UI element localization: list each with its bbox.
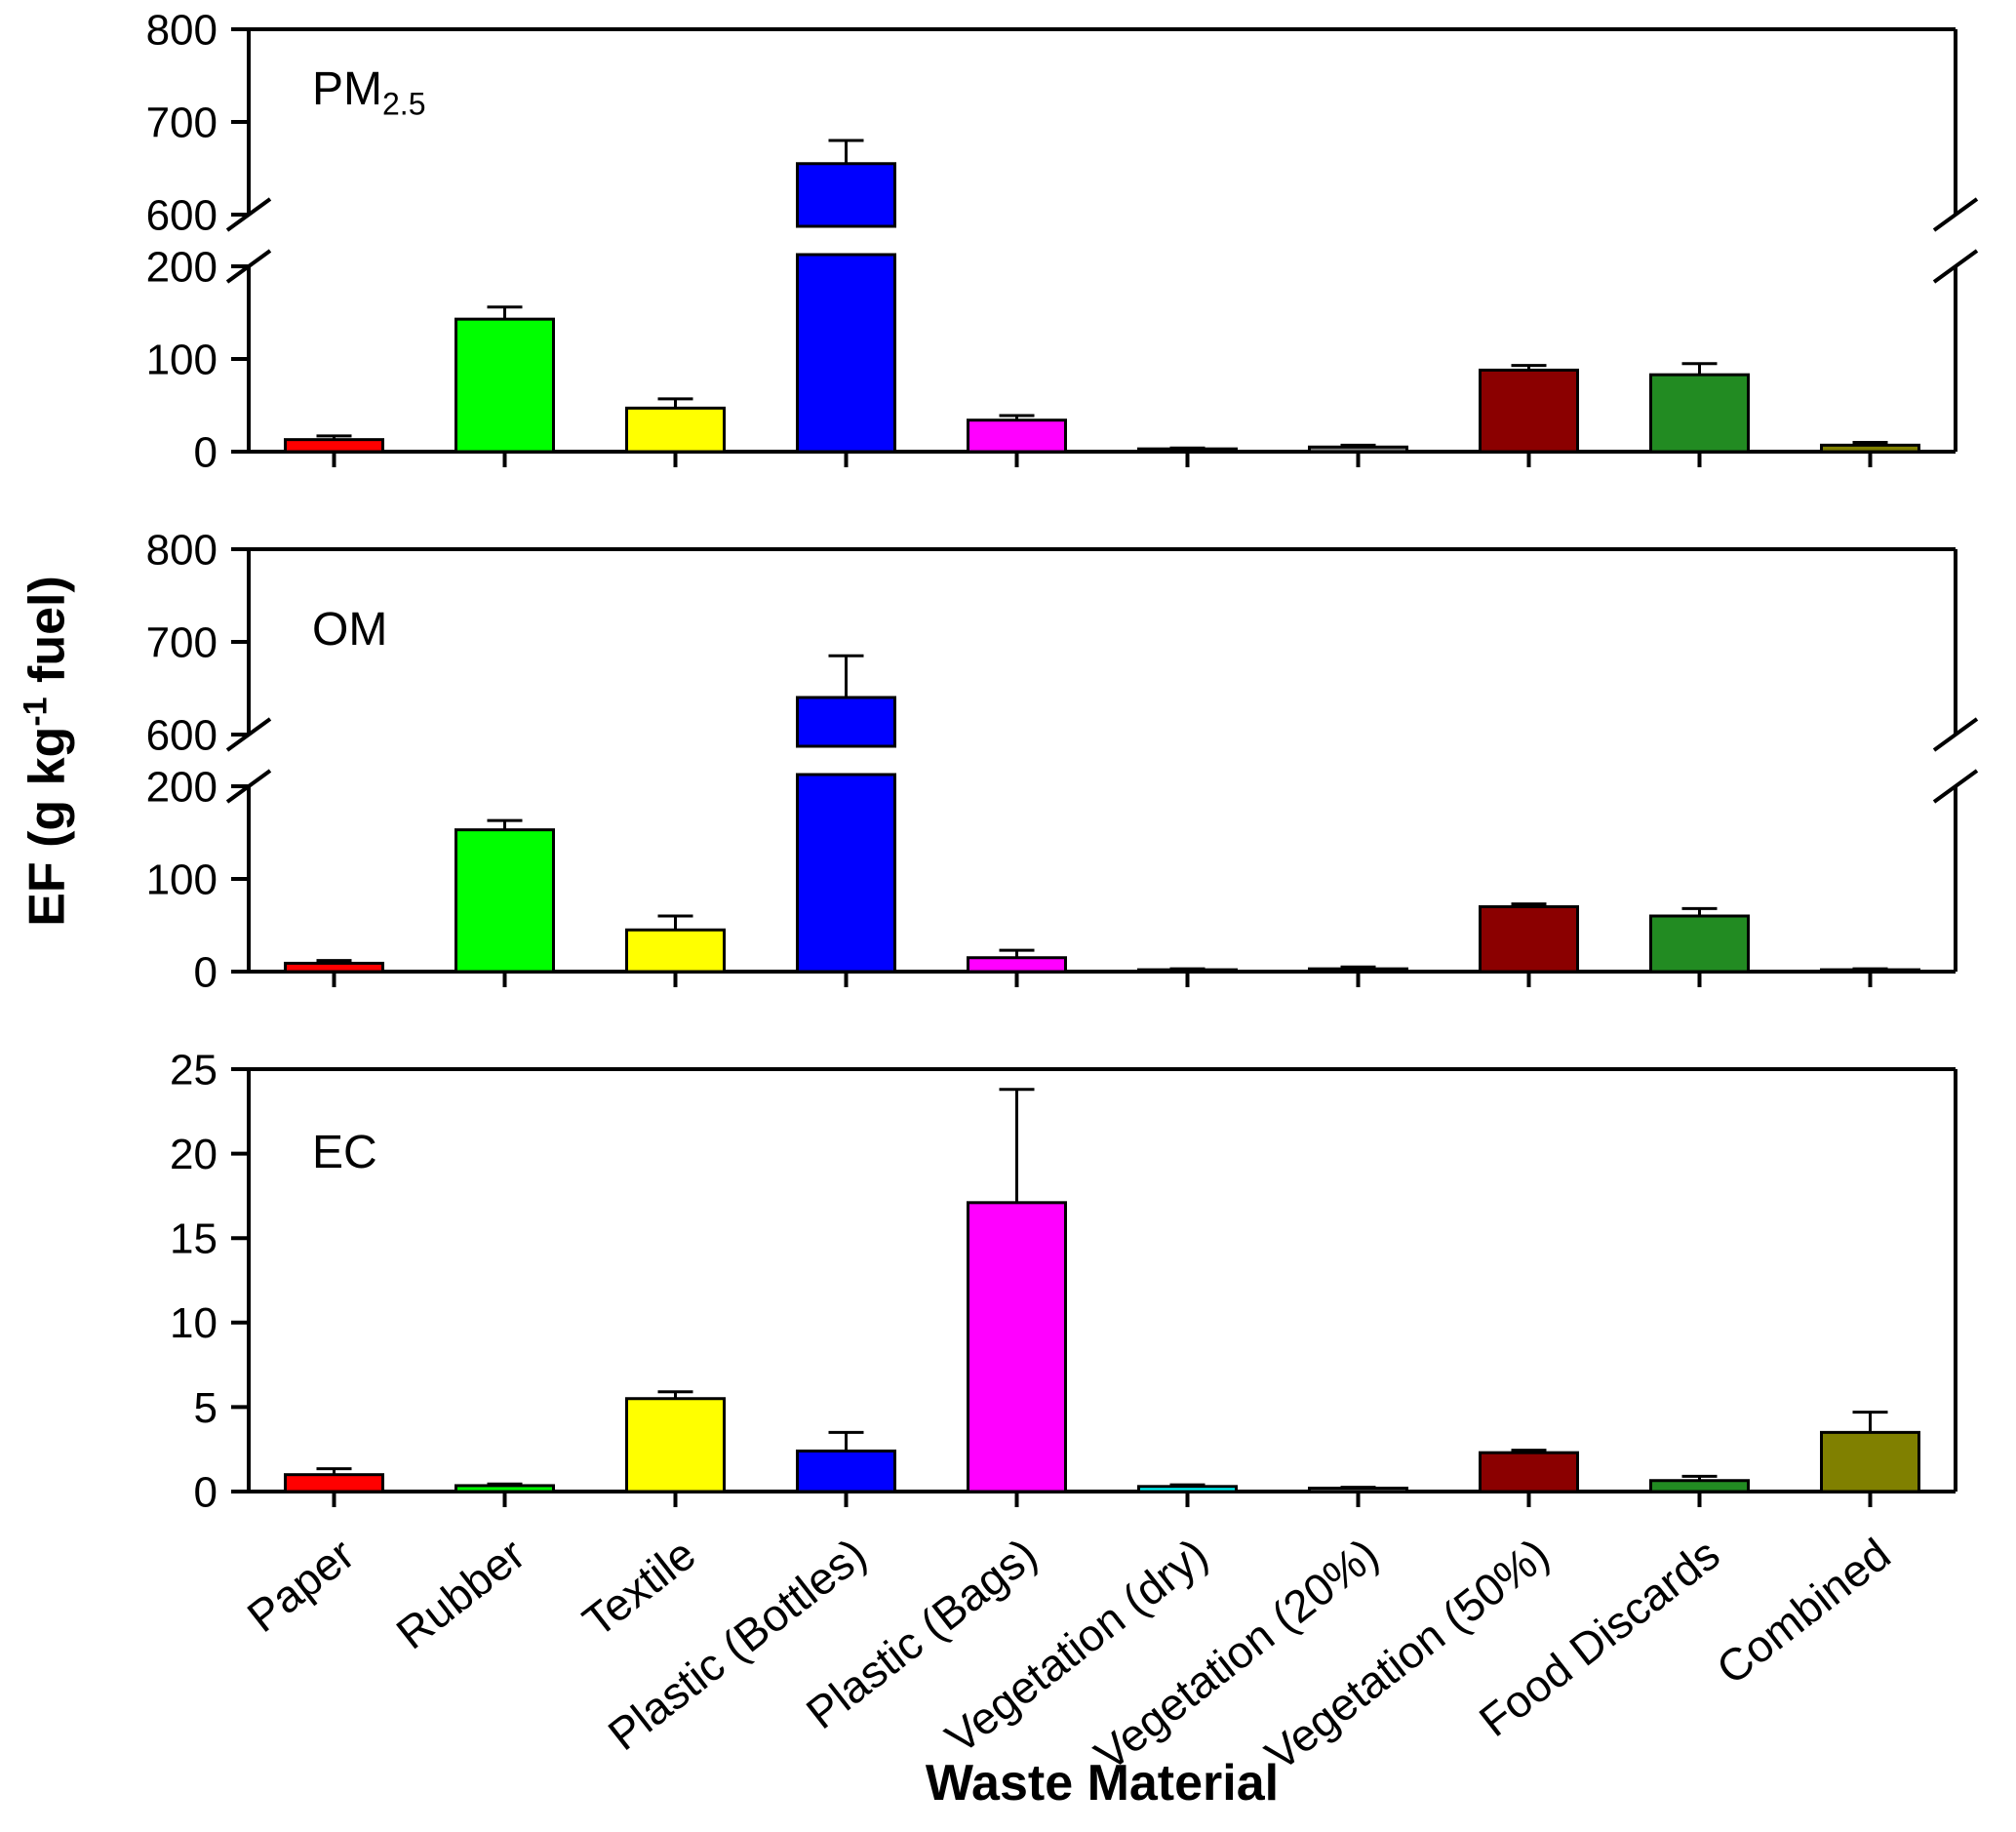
y-tick-label: 0 bbox=[194, 428, 217, 476]
bar-Rubber bbox=[455, 1484, 555, 1493]
panel-label-pm25-main: PM bbox=[312, 63, 382, 115]
y-tick-label: 100 bbox=[146, 856, 217, 903]
panel-label-pm25-sub: 2.5 bbox=[382, 86, 426, 122]
y-tick-label: 0 bbox=[194, 948, 217, 996]
y-tick-label: 20 bbox=[170, 1131, 217, 1178]
bar-Textile bbox=[625, 1397, 726, 1493]
panel-label-om: OM bbox=[312, 607, 387, 660]
bar-Plastic (Bottles) bbox=[796, 253, 896, 454]
y-tick-label: 700 bbox=[146, 618, 217, 666]
bar-Vegetation (50%) bbox=[1479, 905, 1579, 974]
x-category-label: Combined bbox=[1707, 1529, 1899, 1694]
bar-Plastic (Bags) bbox=[967, 1201, 1067, 1493]
bar-Textile bbox=[625, 928, 726, 974]
y-tick-label: 100 bbox=[146, 336, 217, 383]
bar-Food Discards bbox=[1649, 914, 1750, 974]
bar-Food Discards bbox=[1649, 373, 1750, 454]
bar-Vegetation (50%) bbox=[1479, 368, 1579, 454]
y-tick-label: 15 bbox=[170, 1215, 217, 1263]
bar-Combined bbox=[1820, 443, 1920, 454]
x-category-label: Rubber bbox=[387, 1529, 534, 1659]
bar-Combined bbox=[1820, 1430, 1920, 1493]
axis-line bbox=[1932, 769, 1979, 804]
y-tick-label: 200 bbox=[146, 763, 217, 811]
y-tick-label: 700 bbox=[146, 99, 217, 146]
y-tick-label: 200 bbox=[146, 243, 217, 291]
bar-Food Discards bbox=[1649, 1479, 1750, 1493]
panel-label-pm25: PM2.5 bbox=[312, 66, 425, 120]
bar-Paper bbox=[284, 438, 384, 454]
x-category-label: Vegetation (20%) bbox=[1085, 1529, 1387, 1780]
bar-Plastic (Bags) bbox=[967, 956, 1067, 974]
bar-Rubber bbox=[455, 828, 555, 974]
bar-Plastic (Bags) bbox=[967, 418, 1067, 454]
y-tick-label: 600 bbox=[146, 191, 217, 239]
bar-Rubber bbox=[455, 317, 555, 454]
y-axis-title-superscript: -1 bbox=[17, 697, 55, 727]
y-tick-label: 5 bbox=[194, 1384, 217, 1432]
x-category-label: Vegetation (50%) bbox=[1255, 1529, 1558, 1780]
axis-line bbox=[1932, 717, 1979, 752]
bar-Textile bbox=[625, 406, 726, 454]
bar-Paper bbox=[284, 1473, 384, 1493]
y-tick-label: 800 bbox=[146, 526, 217, 574]
y-tick-label: 10 bbox=[170, 1299, 217, 1347]
x-category-label: Textile bbox=[573, 1529, 705, 1647]
y-tick-label: 25 bbox=[170, 1046, 217, 1094]
axis-line bbox=[1932, 197, 1979, 232]
y-axis-title-suffix: fuel) bbox=[19, 576, 76, 697]
panel-label-ec-main: EC bbox=[312, 1127, 377, 1178]
y-axis-title: EF (g kg-1 fuel) bbox=[17, 576, 76, 927]
bar-Vegetation (20%) bbox=[1308, 967, 1408, 974]
bar-Vegetation (20%) bbox=[1308, 445, 1408, 454]
bar-Vegetation (50%) bbox=[1479, 1451, 1579, 1493]
x-axis-title: Waste Material bbox=[925, 1755, 1280, 1812]
bar-Plastic (Bottles) bbox=[796, 1449, 896, 1493]
bar-Plastic (Bottles) bbox=[796, 773, 896, 974]
y-tick-label: 0 bbox=[194, 1468, 217, 1516]
x-category-label: Paper bbox=[238, 1529, 364, 1643]
bar-Paper bbox=[284, 961, 384, 974]
bar-Vegetation (dry) bbox=[1137, 1485, 1238, 1493]
bar-Plastic (Bottles) bbox=[796, 696, 896, 748]
y-axis-title-prefix: EF (g kg bbox=[19, 726, 76, 927]
axis-line bbox=[1932, 249, 1979, 284]
y-tick-label: 800 bbox=[146, 6, 217, 54]
panel-label-om-main: OM bbox=[312, 604, 388, 656]
panel-label-ec: EC bbox=[312, 1130, 377, 1183]
bar-Plastic (Bottles) bbox=[796, 162, 896, 228]
y-tick-label: 600 bbox=[146, 711, 217, 759]
